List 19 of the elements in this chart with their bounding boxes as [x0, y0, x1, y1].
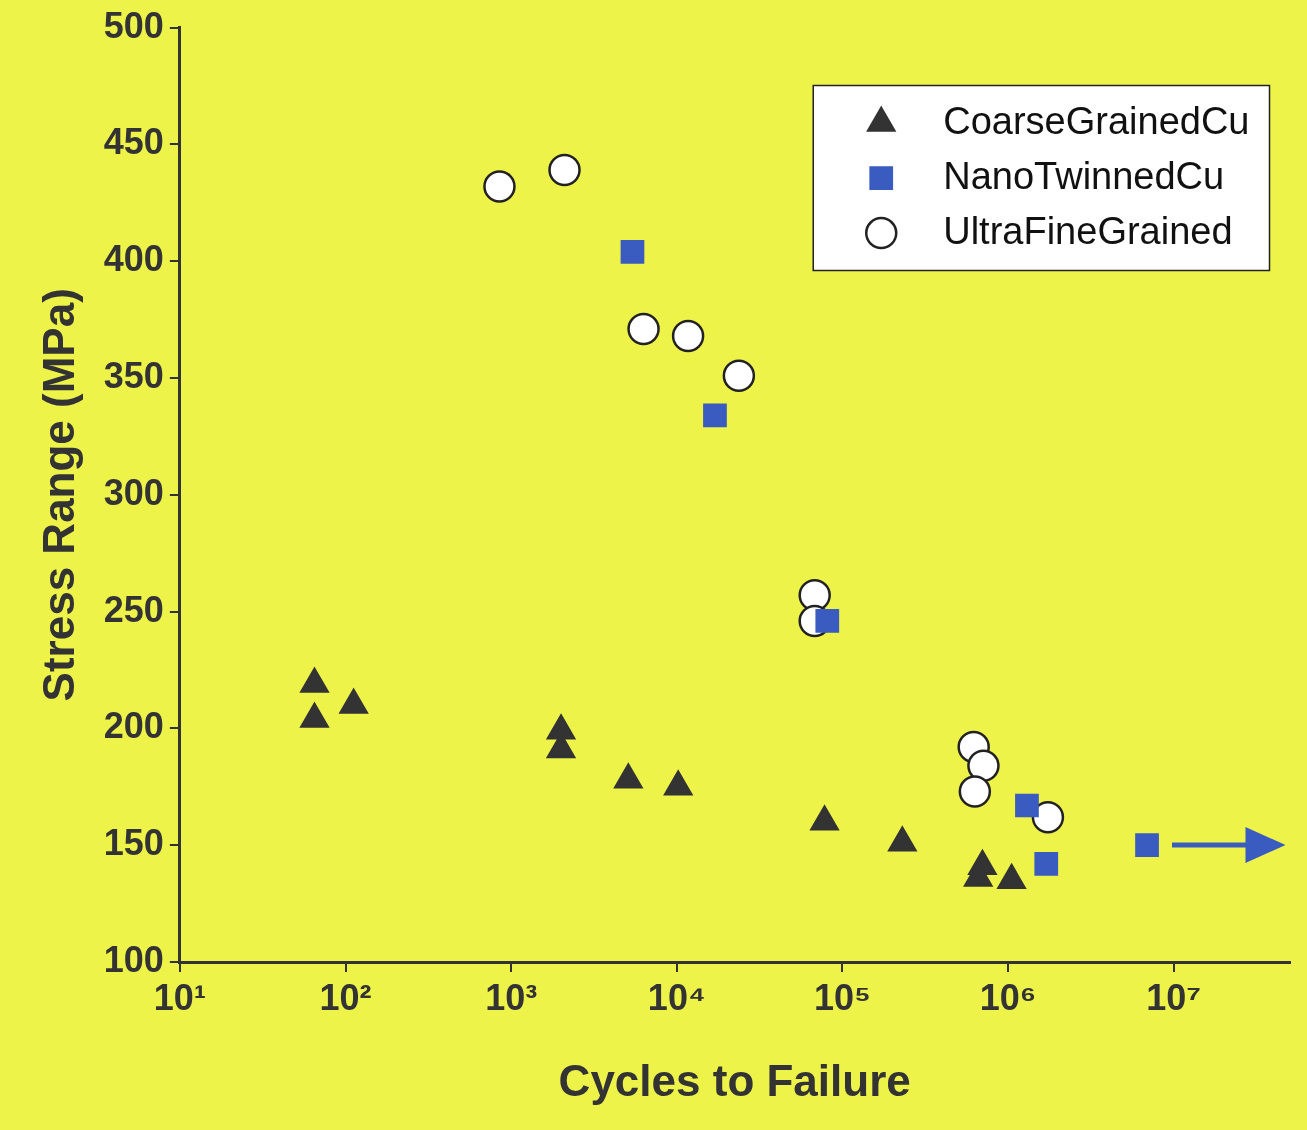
x-tick-label: 10² [319, 976, 372, 1018]
y-axis-title: Stress Range (MPa) [33, 288, 83, 702]
y-tick-label: 200 [103, 705, 164, 747]
legend-label: UltraFineGrained [943, 209, 1233, 252]
y-tick-label: 300 [103, 471, 164, 513]
x-tick-label: 10⁴ [647, 976, 706, 1018]
legend-label: CoarseGrainedCu [943, 99, 1250, 142]
y-tick-label: 500 [103, 4, 164, 46]
y-tick-label: 450 [103, 121, 164, 163]
x-tick-label: 10⁷ [1146, 976, 1202, 1018]
x-tick-label: 10⁶ [979, 976, 1037, 1018]
x-axis-title: Cycles to Failure [558, 1055, 911, 1105]
y-tick-label: 350 [103, 354, 164, 396]
y-tick-label: 400 [103, 238, 164, 280]
x-tick-label: 10³ [485, 976, 538, 1018]
y-tick-label: 150 [103, 822, 164, 864]
y-tick-label: 250 [103, 588, 164, 630]
x-tick-label: 10⁵ [813, 976, 871, 1018]
legend-label: NanoTwinnedCu [943, 154, 1225, 197]
